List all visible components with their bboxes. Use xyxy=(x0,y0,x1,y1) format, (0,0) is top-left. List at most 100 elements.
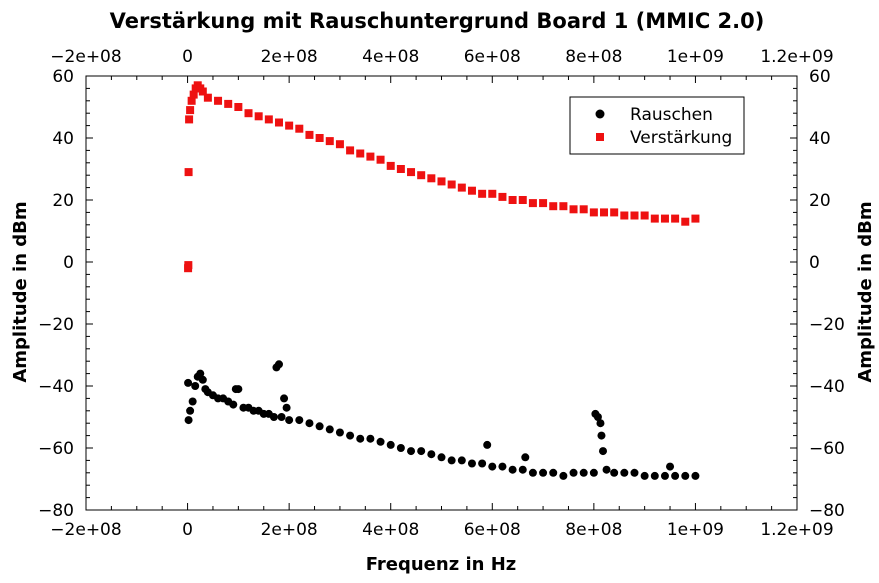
x-tick-label-bottom: 6e+08 xyxy=(464,520,521,540)
data-point xyxy=(640,211,649,220)
data-point xyxy=(539,468,548,477)
y-tick-label-right: −20 xyxy=(809,315,845,335)
x-tick-label-bottom: 1e+09 xyxy=(667,520,724,540)
data-point xyxy=(366,152,375,161)
data-point xyxy=(198,87,207,96)
data-point xyxy=(305,419,314,428)
data-point xyxy=(579,468,588,477)
data-point xyxy=(184,378,193,387)
data-point xyxy=(593,413,602,421)
y-tick-label-left: −80 xyxy=(38,501,74,521)
x-tick-label-top: 0 xyxy=(182,47,193,67)
data-point xyxy=(630,211,639,220)
data-point xyxy=(559,202,568,211)
data-point xyxy=(366,434,375,443)
data-point xyxy=(269,413,278,421)
data-point xyxy=(335,428,344,437)
x-tick-label-top: 8e+08 xyxy=(565,47,622,67)
data-point xyxy=(457,183,466,192)
data-point xyxy=(650,214,659,223)
data-point xyxy=(280,394,289,403)
data-point xyxy=(478,189,487,198)
data-point xyxy=(214,96,223,105)
data-point xyxy=(681,471,690,480)
data-point xyxy=(437,453,446,462)
data-point xyxy=(186,106,195,115)
data-point xyxy=(191,382,200,390)
data-point xyxy=(549,202,558,211)
data-series xyxy=(184,81,700,480)
data-point xyxy=(691,471,700,480)
data-point xyxy=(671,214,680,223)
y-tick-label-right: −40 xyxy=(809,377,845,397)
data-point xyxy=(518,196,527,204)
data-point xyxy=(282,403,291,412)
y-tick-label-right: 60 xyxy=(809,67,831,87)
x-tick-label-top: 2e+08 xyxy=(261,47,318,67)
data-point xyxy=(285,416,294,425)
data-point xyxy=(274,118,283,127)
data-point xyxy=(596,419,605,428)
data-point xyxy=(185,115,194,124)
data-point xyxy=(187,96,196,105)
data-point xyxy=(234,103,243,111)
data-point xyxy=(488,462,497,471)
y-tick-label-right: 0 xyxy=(809,253,820,273)
data-point xyxy=(539,199,548,208)
data-point xyxy=(508,465,517,474)
y-axis-label: Amplitude in dBm xyxy=(10,201,31,382)
x-tick-label-top: −2e+08 xyxy=(50,47,121,67)
data-point xyxy=(660,214,669,223)
data-point xyxy=(650,471,659,480)
data-point xyxy=(427,174,436,183)
data-point xyxy=(229,400,238,409)
data-point xyxy=(376,437,385,446)
data-point xyxy=(478,459,487,468)
legend-marker-rauschen xyxy=(595,109,605,119)
data-point xyxy=(579,205,588,214)
data-point xyxy=(407,447,416,456)
x-tick-label-top: 1.2e+09 xyxy=(760,47,833,67)
data-point xyxy=(189,90,198,99)
legend: Rauschen Verstärkung xyxy=(569,96,745,155)
data-point xyxy=(630,468,639,477)
x-tick-label-bottom: 2e+08 xyxy=(261,520,318,540)
chart-title: Verstärkung mit Rauschuntergrund Board 1… xyxy=(110,9,765,33)
data-point xyxy=(457,456,466,465)
data-point xyxy=(597,431,606,440)
data-point xyxy=(640,471,649,480)
data-point xyxy=(549,468,558,477)
data-point xyxy=(417,447,426,456)
data-point xyxy=(305,130,314,139)
data-point xyxy=(528,199,537,208)
data-point xyxy=(666,462,675,471)
axis-ticks xyxy=(85,75,798,511)
x-tick-label-top: 1e+09 xyxy=(667,47,724,67)
data-point xyxy=(254,112,263,121)
data-point xyxy=(224,99,233,108)
data-point xyxy=(437,177,446,186)
x-axis-label: Frequenz in Hz xyxy=(366,554,517,575)
axis-tick-labels: −2e+08 −2e+08 0 0 2e+08 2e+08 4e+08 4e+08 6e+08 6… xyxy=(38,47,845,540)
data-point xyxy=(274,360,283,369)
x-tick-label-top: 6e+08 xyxy=(464,47,521,67)
data-point xyxy=(203,93,212,102)
data-point xyxy=(602,465,611,474)
data-point xyxy=(325,137,334,146)
data-point xyxy=(691,214,700,223)
x-tick-label-top: 4e+08 xyxy=(362,47,419,67)
data-point xyxy=(447,456,456,465)
legend-label-verstaerkung: Verstärkung xyxy=(630,128,732,148)
data-point xyxy=(681,217,690,226)
data-point xyxy=(184,168,193,177)
data-point xyxy=(467,459,476,468)
y-tick-label-right: 20 xyxy=(809,191,831,211)
data-point xyxy=(325,425,334,434)
data-point xyxy=(198,375,207,384)
x-tick-label-bottom: 1.2e+09 xyxy=(760,520,833,540)
x-tick-label-bottom: 0 xyxy=(182,520,193,540)
data-point xyxy=(407,168,416,177)
y-tick-label-left: 60 xyxy=(52,67,74,87)
data-point xyxy=(196,369,205,378)
data-point xyxy=(295,124,304,133)
